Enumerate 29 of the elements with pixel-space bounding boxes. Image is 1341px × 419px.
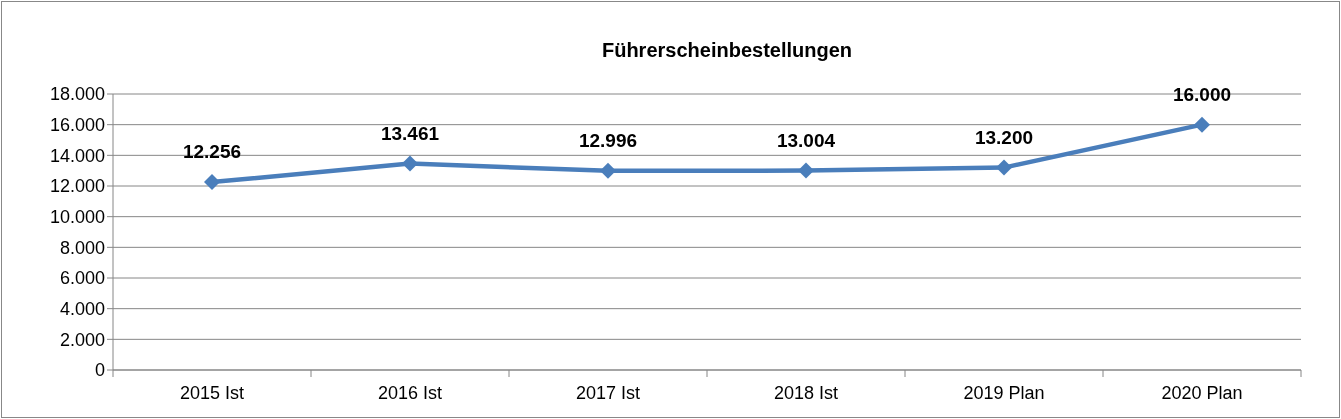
y-tick-label: 2.000 — [59, 329, 105, 350]
x-tick-label: 2019 Plan — [963, 383, 1045, 403]
y-tick-label: 4.000 — [59, 298, 105, 319]
point — [204, 174, 220, 191]
data-label: 13.461 — [380, 122, 440, 144]
x-tick-label: 2017 Ist — [575, 383, 641, 403]
data-label: 13.004 — [776, 129, 836, 151]
data-label: 12.256 — [182, 141, 242, 163]
y-tick-label: 10.000 — [49, 206, 105, 227]
y-tick-label: 18.000 — [49, 84, 105, 105]
y-tick-label: 0 — [94, 360, 105, 381]
chart-title: Führerscheinbestellungen — [601, 39, 853, 61]
point — [996, 159, 1012, 176]
point — [402, 155, 418, 172]
point — [600, 162, 616, 179]
x-tick-label: 2015 Ist — [179, 383, 245, 403]
data-label: 13.200 — [974, 126, 1034, 148]
x-tick-label: 2016 Ist — [377, 383, 443, 403]
y-tick-label: 8.000 — [59, 237, 105, 258]
y-tick-label: 16.000 — [49, 114, 105, 135]
point — [798, 162, 814, 179]
data-label: 16.000 — [1172, 83, 1232, 105]
y-tick-label: 6.000 — [59, 268, 105, 289]
point — [1194, 116, 1210, 133]
x-tick-label: 2020 Plan — [1161, 383, 1243, 403]
data-label: 12.996 — [578, 129, 638, 151]
y-tick-label: 14.000 — [49, 145, 105, 166]
y-tick-label: 12.000 — [49, 176, 105, 197]
x-tick-label: 2018 Ist — [773, 383, 839, 403]
